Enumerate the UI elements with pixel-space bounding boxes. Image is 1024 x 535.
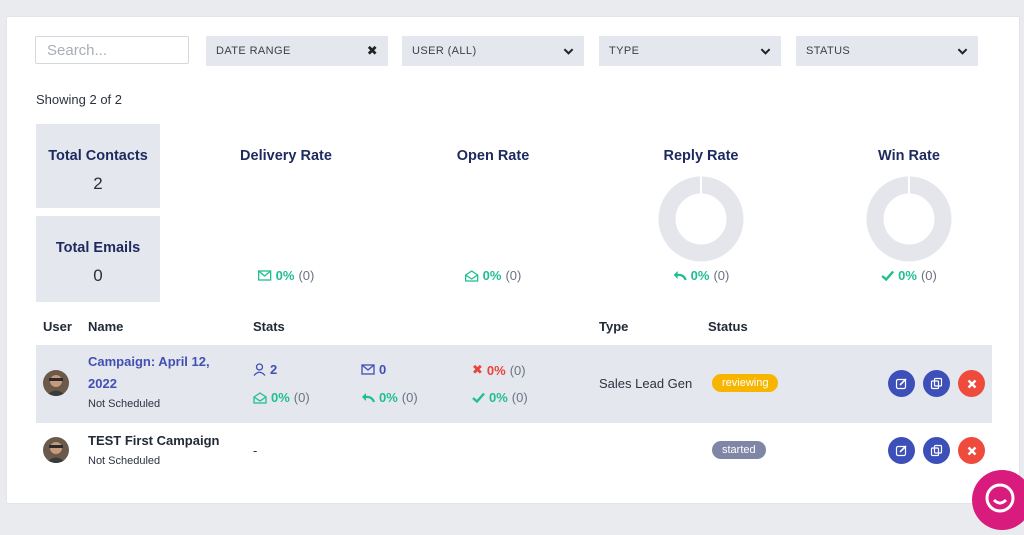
chat-widget-button[interactable] xyxy=(972,470,1024,530)
results-count: Showing 2 of 2 xyxy=(36,92,123,107)
duplicate-button[interactable] xyxy=(923,370,950,397)
total-contacts-box: Total Contacts 2 xyxy=(36,124,160,208)
envelope-icon xyxy=(361,364,375,375)
column-header-user: User xyxy=(43,319,72,334)
total-contacts-label: Total Contacts xyxy=(48,148,148,164)
check-icon xyxy=(881,270,895,281)
campaign-type: Sales Lead Gen xyxy=(599,376,693,391)
column-header-name: Name xyxy=(88,319,124,334)
total-emails-box: Total Emails 0 xyxy=(36,216,160,302)
delivery-rate-value: 0% (0) xyxy=(258,268,315,283)
win-rate-title: Win Rate xyxy=(878,148,940,164)
avatar xyxy=(43,437,69,463)
reply-rate-title: Reply Rate xyxy=(663,148,739,164)
total-contacts-value: 2 xyxy=(93,174,103,193)
date-range-filter[interactable]: DATE RANGE ✖ xyxy=(206,36,388,66)
edit-button[interactable] xyxy=(888,370,915,397)
status-filter-label: STATUS xyxy=(806,45,851,57)
reply-rate-value: 0% (0) xyxy=(673,268,730,283)
reply-icon xyxy=(362,393,375,403)
chevron-down-icon xyxy=(957,47,968,55)
status-badge: reviewing xyxy=(712,374,779,392)
total-emails-value: 0 xyxy=(93,266,103,285)
win-rate-donut xyxy=(866,176,952,262)
clear-icon[interactable]: ✖ xyxy=(366,43,378,58)
win-pct: 0% xyxy=(489,390,508,405)
schedule-status: Not Scheduled xyxy=(88,398,161,410)
win-rate-pct: 0% xyxy=(898,268,917,283)
copy-icon xyxy=(930,377,943,390)
open-rate-pct: 0% xyxy=(482,268,502,283)
schedule-status: Not Scheduled xyxy=(88,455,161,467)
delivery-rate-pct: 0% xyxy=(275,268,295,283)
win-stat: 0% (0) xyxy=(472,390,528,405)
type-filter[interactable]: TYPE xyxy=(599,36,781,66)
type-filter-label: TYPE xyxy=(609,45,640,57)
edit-icon xyxy=(895,378,907,390)
date-range-label: DATE RANGE xyxy=(216,45,291,57)
reply-rate-donut xyxy=(658,176,744,262)
status-badge: started xyxy=(712,441,766,459)
campaign-name-link[interactable]: Campaign: April 12, 2022 xyxy=(88,351,210,395)
emails-count: 0 xyxy=(379,362,387,377)
user-icon xyxy=(253,363,266,376)
edit-button[interactable] xyxy=(888,437,915,464)
column-header-stats: Stats xyxy=(253,319,285,334)
chevron-down-icon xyxy=(563,47,574,55)
chevron-down-icon xyxy=(760,47,771,55)
open-pct: 0% xyxy=(271,390,290,405)
win-rate-count: (0) xyxy=(920,268,937,283)
envelope-open-icon xyxy=(465,269,479,282)
contacts-stat: 2 xyxy=(253,362,277,377)
total-emails-label: Total Emails xyxy=(55,240,141,256)
search-input[interactable] xyxy=(35,36,189,64)
delivery-rate-count: (0) xyxy=(298,268,315,283)
avatar xyxy=(43,370,69,396)
x-icon: ✖ xyxy=(472,362,483,377)
reply-rate-count: (0) xyxy=(713,268,730,283)
copy-icon xyxy=(930,444,943,457)
campaign-name-line2: 2022 xyxy=(88,376,117,391)
reply-icon xyxy=(673,271,687,281)
delete-button[interactable] xyxy=(958,370,985,397)
check-icon xyxy=(472,392,485,403)
chat-icon xyxy=(985,483,1015,513)
emails-stat: 0 xyxy=(361,362,386,377)
table-row xyxy=(36,345,992,423)
campaign-name-line1: Campaign: April 12, xyxy=(88,354,210,369)
envelope-open-icon xyxy=(253,391,267,404)
campaign-name-link[interactable]: TEST First Campaign xyxy=(88,433,220,448)
bounce-pct: 0% xyxy=(486,362,506,378)
open-rate-count: (0) xyxy=(505,268,522,283)
reply-pct: 0% xyxy=(379,390,398,405)
column-header-type: Type xyxy=(599,319,629,334)
win-count: (0) xyxy=(511,390,528,405)
reply-stat: 0% (0) xyxy=(361,390,418,405)
win-rate-value: 0% (0) xyxy=(881,268,937,283)
bounce-count: (0) xyxy=(509,362,526,378)
contacts-count: 2 xyxy=(270,362,278,377)
open-count: (0) xyxy=(293,390,310,405)
delivery-rate-title: Delivery Rate xyxy=(240,148,332,164)
status-filter[interactable]: STATUS xyxy=(796,36,978,66)
reply-count: (0) xyxy=(401,390,418,405)
reply-rate-pct: 0% xyxy=(690,268,710,283)
delete-button[interactable] xyxy=(958,437,985,464)
bounce-stat: ✖ 0% (0) xyxy=(472,362,526,378)
user-filter-label: USER (ALL) xyxy=(412,45,477,57)
duplicate-button[interactable] xyxy=(923,437,950,464)
column-header-status: Status xyxy=(708,319,748,334)
envelope-icon xyxy=(258,270,272,281)
open-rate-value: 0% (0) xyxy=(465,268,522,283)
user-filter[interactable]: USER (ALL) xyxy=(402,36,584,66)
open-stat: 0% (0) xyxy=(253,390,310,405)
edit-icon xyxy=(895,445,907,457)
stats-empty: - xyxy=(253,443,258,458)
close-icon xyxy=(967,446,976,455)
close-icon xyxy=(967,379,976,388)
open-rate-title: Open Rate xyxy=(456,148,530,164)
